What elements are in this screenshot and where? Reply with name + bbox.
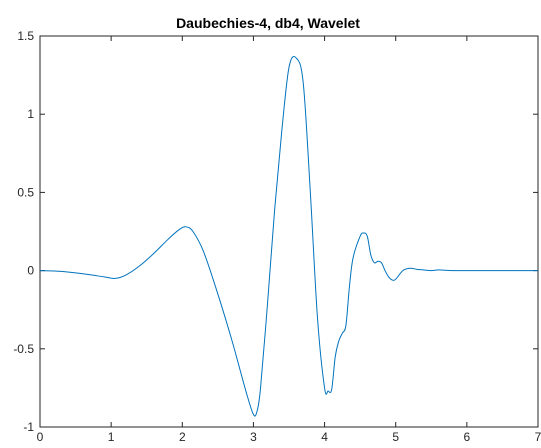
x-tick-label: 0: [37, 430, 44, 444]
y-tick-label: -0.5: [13, 342, 34, 356]
y-tick-label: 0.5: [17, 185, 34, 199]
axis-ticks: 0 1 2 3 4 5 6 7 -1 -0.5 0 0.5 1 1.5: [13, 29, 541, 444]
x-tick-label: 7: [535, 430, 541, 444]
y-tick-label: 0: [27, 264, 34, 278]
x-tick-label: 5: [392, 430, 399, 444]
x-tick-label: 4: [321, 430, 328, 444]
y-tick-label: 1.5: [17, 29, 34, 43]
plot-area: [39, 35, 539, 428]
x-tick-label: 3: [250, 430, 257, 444]
series-group: [39, 56, 538, 417]
y-tick-label: 1: [27, 107, 34, 121]
series-line: [39, 56, 538, 417]
x-tick-label: 1: [108, 430, 115, 444]
y-tick-label: -1: [23, 420, 34, 434]
x-tick-label: 6: [464, 430, 471, 444]
x-tick-label: 2: [179, 430, 186, 444]
chart-title: Daubechies-4, db4, Wavelet: [176, 15, 360, 31]
